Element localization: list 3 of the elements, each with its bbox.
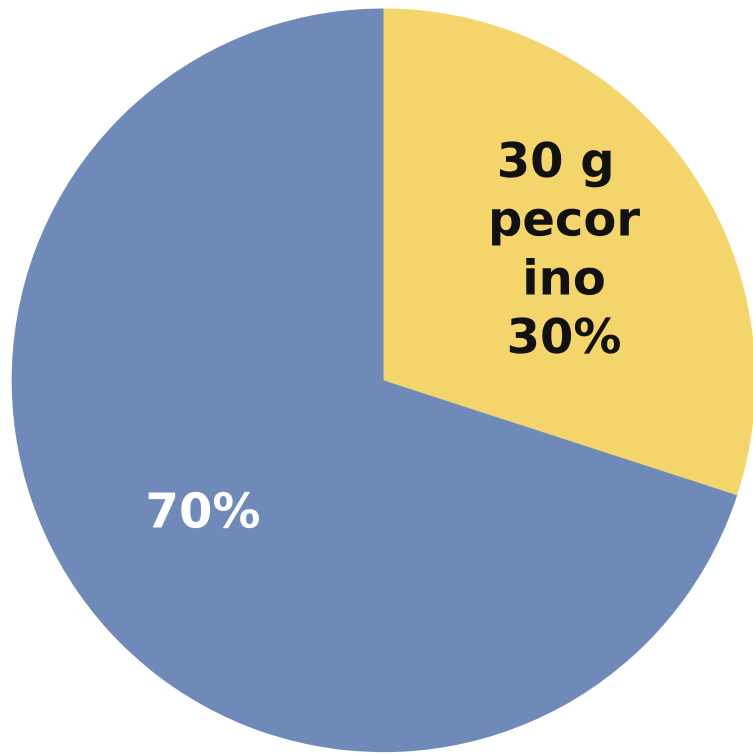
slice-label: 30 g pecorino <box>488 132 640 306</box>
data-label: 70% <box>146 484 260 540</box>
data-label: 30% <box>506 309 622 366</box>
